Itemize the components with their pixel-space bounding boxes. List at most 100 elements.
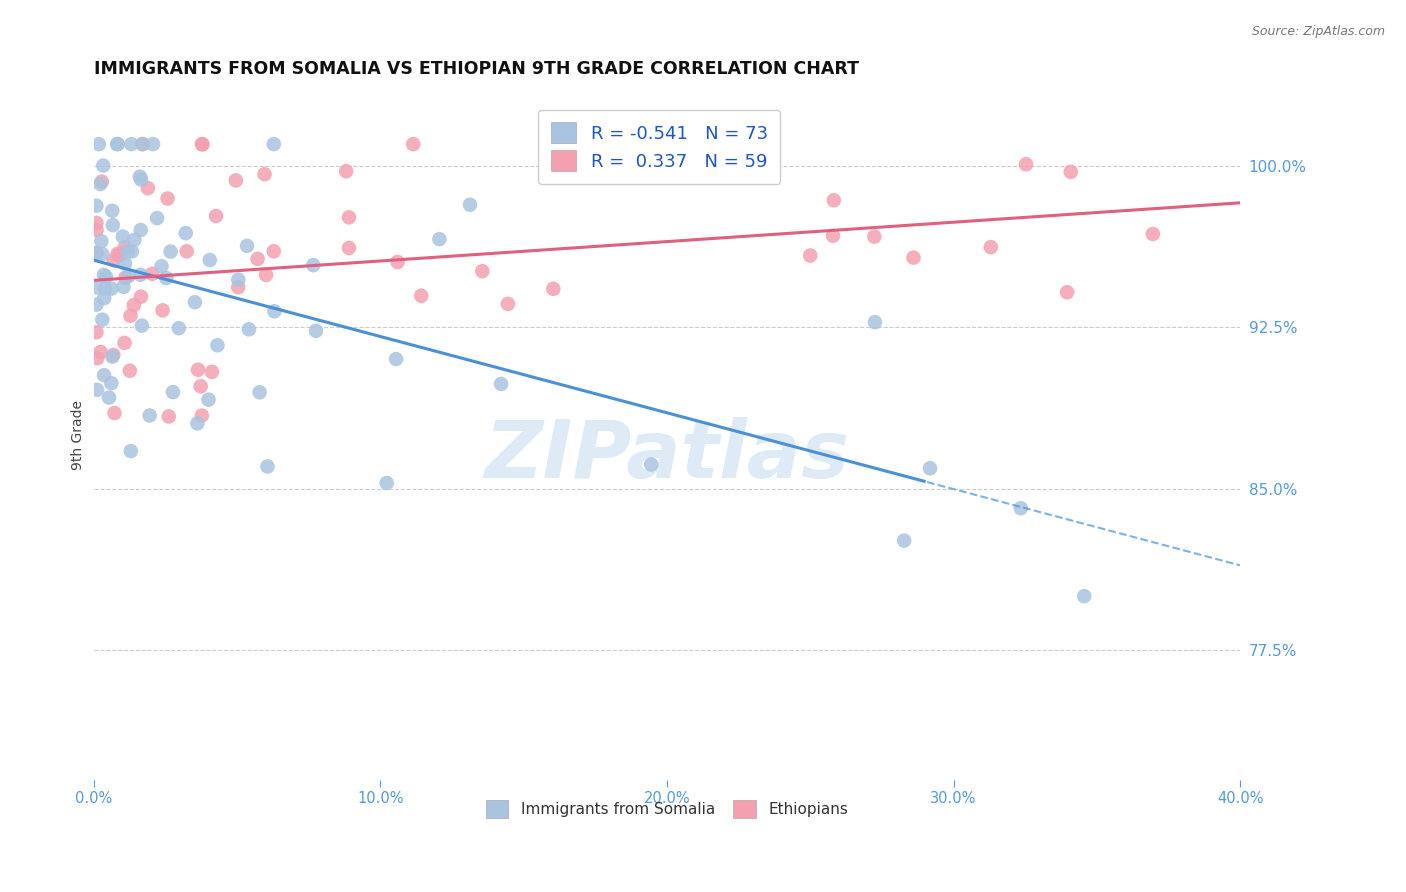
Point — [174, 226, 197, 240]
Point — [191, 137, 214, 152]
Point — [117, 244, 139, 259]
Point — [86, 325, 108, 339]
Point — [114, 257, 136, 271]
Point — [302, 258, 325, 272]
Point — [385, 352, 408, 367]
Point — [162, 385, 184, 400]
Point — [821, 228, 844, 243]
Point — [129, 290, 152, 304]
Point — [253, 167, 276, 181]
Point — [411, 289, 433, 303]
Point — [138, 409, 160, 423]
Point — [114, 335, 136, 350]
Point — [150, 259, 173, 273]
Point — [246, 252, 269, 266]
Point — [129, 268, 152, 282]
Point — [471, 264, 494, 278]
Point — [263, 137, 285, 152]
Point — [124, 233, 146, 247]
Point — [197, 392, 219, 407]
Point — [226, 280, 249, 294]
Point — [159, 244, 181, 259]
Point — [228, 273, 250, 287]
Point — [86, 199, 108, 213]
Point — [101, 218, 124, 232]
Point — [94, 281, 117, 295]
Point — [918, 461, 941, 475]
Point — [90, 345, 112, 359]
Point — [225, 173, 247, 187]
Point — [91, 247, 114, 261]
Point — [152, 303, 174, 318]
Point — [980, 240, 1002, 254]
Point — [103, 253, 125, 268]
Point — [91, 159, 114, 173]
Point — [129, 223, 152, 237]
Point — [100, 376, 122, 390]
Point — [103, 406, 125, 420]
Point — [186, 417, 208, 431]
Point — [136, 181, 159, 195]
Point — [305, 324, 328, 338]
Legend: Immigrants from Somalia, Ethiopians: Immigrants from Somalia, Ethiopians — [479, 794, 855, 823]
Point — [120, 309, 142, 323]
Point — [543, 282, 565, 296]
Text: ZIPatlas: ZIPatlas — [485, 417, 849, 495]
Point — [823, 194, 845, 208]
Point — [146, 211, 169, 226]
Point — [107, 137, 129, 152]
Point — [496, 297, 519, 311]
Point — [118, 268, 141, 283]
Point — [86, 280, 108, 294]
Point — [799, 248, 821, 262]
Point — [98, 391, 121, 405]
Point — [156, 192, 179, 206]
Point — [249, 385, 271, 400]
Point — [640, 458, 662, 472]
Point — [863, 229, 886, 244]
Point — [863, 315, 886, 329]
Point — [120, 444, 142, 458]
Point — [93, 291, 115, 305]
Point — [1015, 157, 1038, 171]
Point — [107, 247, 129, 261]
Point — [131, 318, 153, 333]
Point — [108, 248, 131, 262]
Point — [93, 368, 115, 383]
Point — [375, 475, 398, 490]
Point — [121, 244, 143, 259]
Point — [184, 295, 207, 310]
Point — [167, 321, 190, 335]
Point — [207, 338, 229, 352]
Point — [205, 209, 228, 223]
Point — [86, 383, 108, 397]
Point — [132, 137, 155, 152]
Text: Source: ZipAtlas.com: Source: ZipAtlas.com — [1251, 25, 1385, 38]
Point — [263, 244, 285, 259]
Point — [128, 169, 150, 184]
Point — [111, 229, 134, 244]
Point — [86, 246, 108, 260]
Point — [903, 251, 925, 265]
Point — [1060, 165, 1083, 179]
Point — [101, 203, 124, 218]
Point — [191, 137, 214, 152]
Point — [114, 270, 136, 285]
Point — [93, 268, 115, 282]
Point — [86, 246, 108, 260]
Point — [89, 177, 111, 191]
Point — [256, 459, 278, 474]
Point — [157, 409, 180, 424]
Y-axis label: 9th Grade: 9th Grade — [72, 400, 86, 470]
Point — [122, 298, 145, 312]
Point — [337, 241, 360, 255]
Point — [190, 379, 212, 393]
Point — [86, 223, 108, 237]
Point — [86, 216, 108, 230]
Point — [427, 232, 450, 246]
Point — [142, 137, 165, 152]
Point — [337, 211, 360, 225]
Point — [201, 365, 224, 379]
Point — [86, 351, 108, 366]
Point — [458, 198, 481, 212]
